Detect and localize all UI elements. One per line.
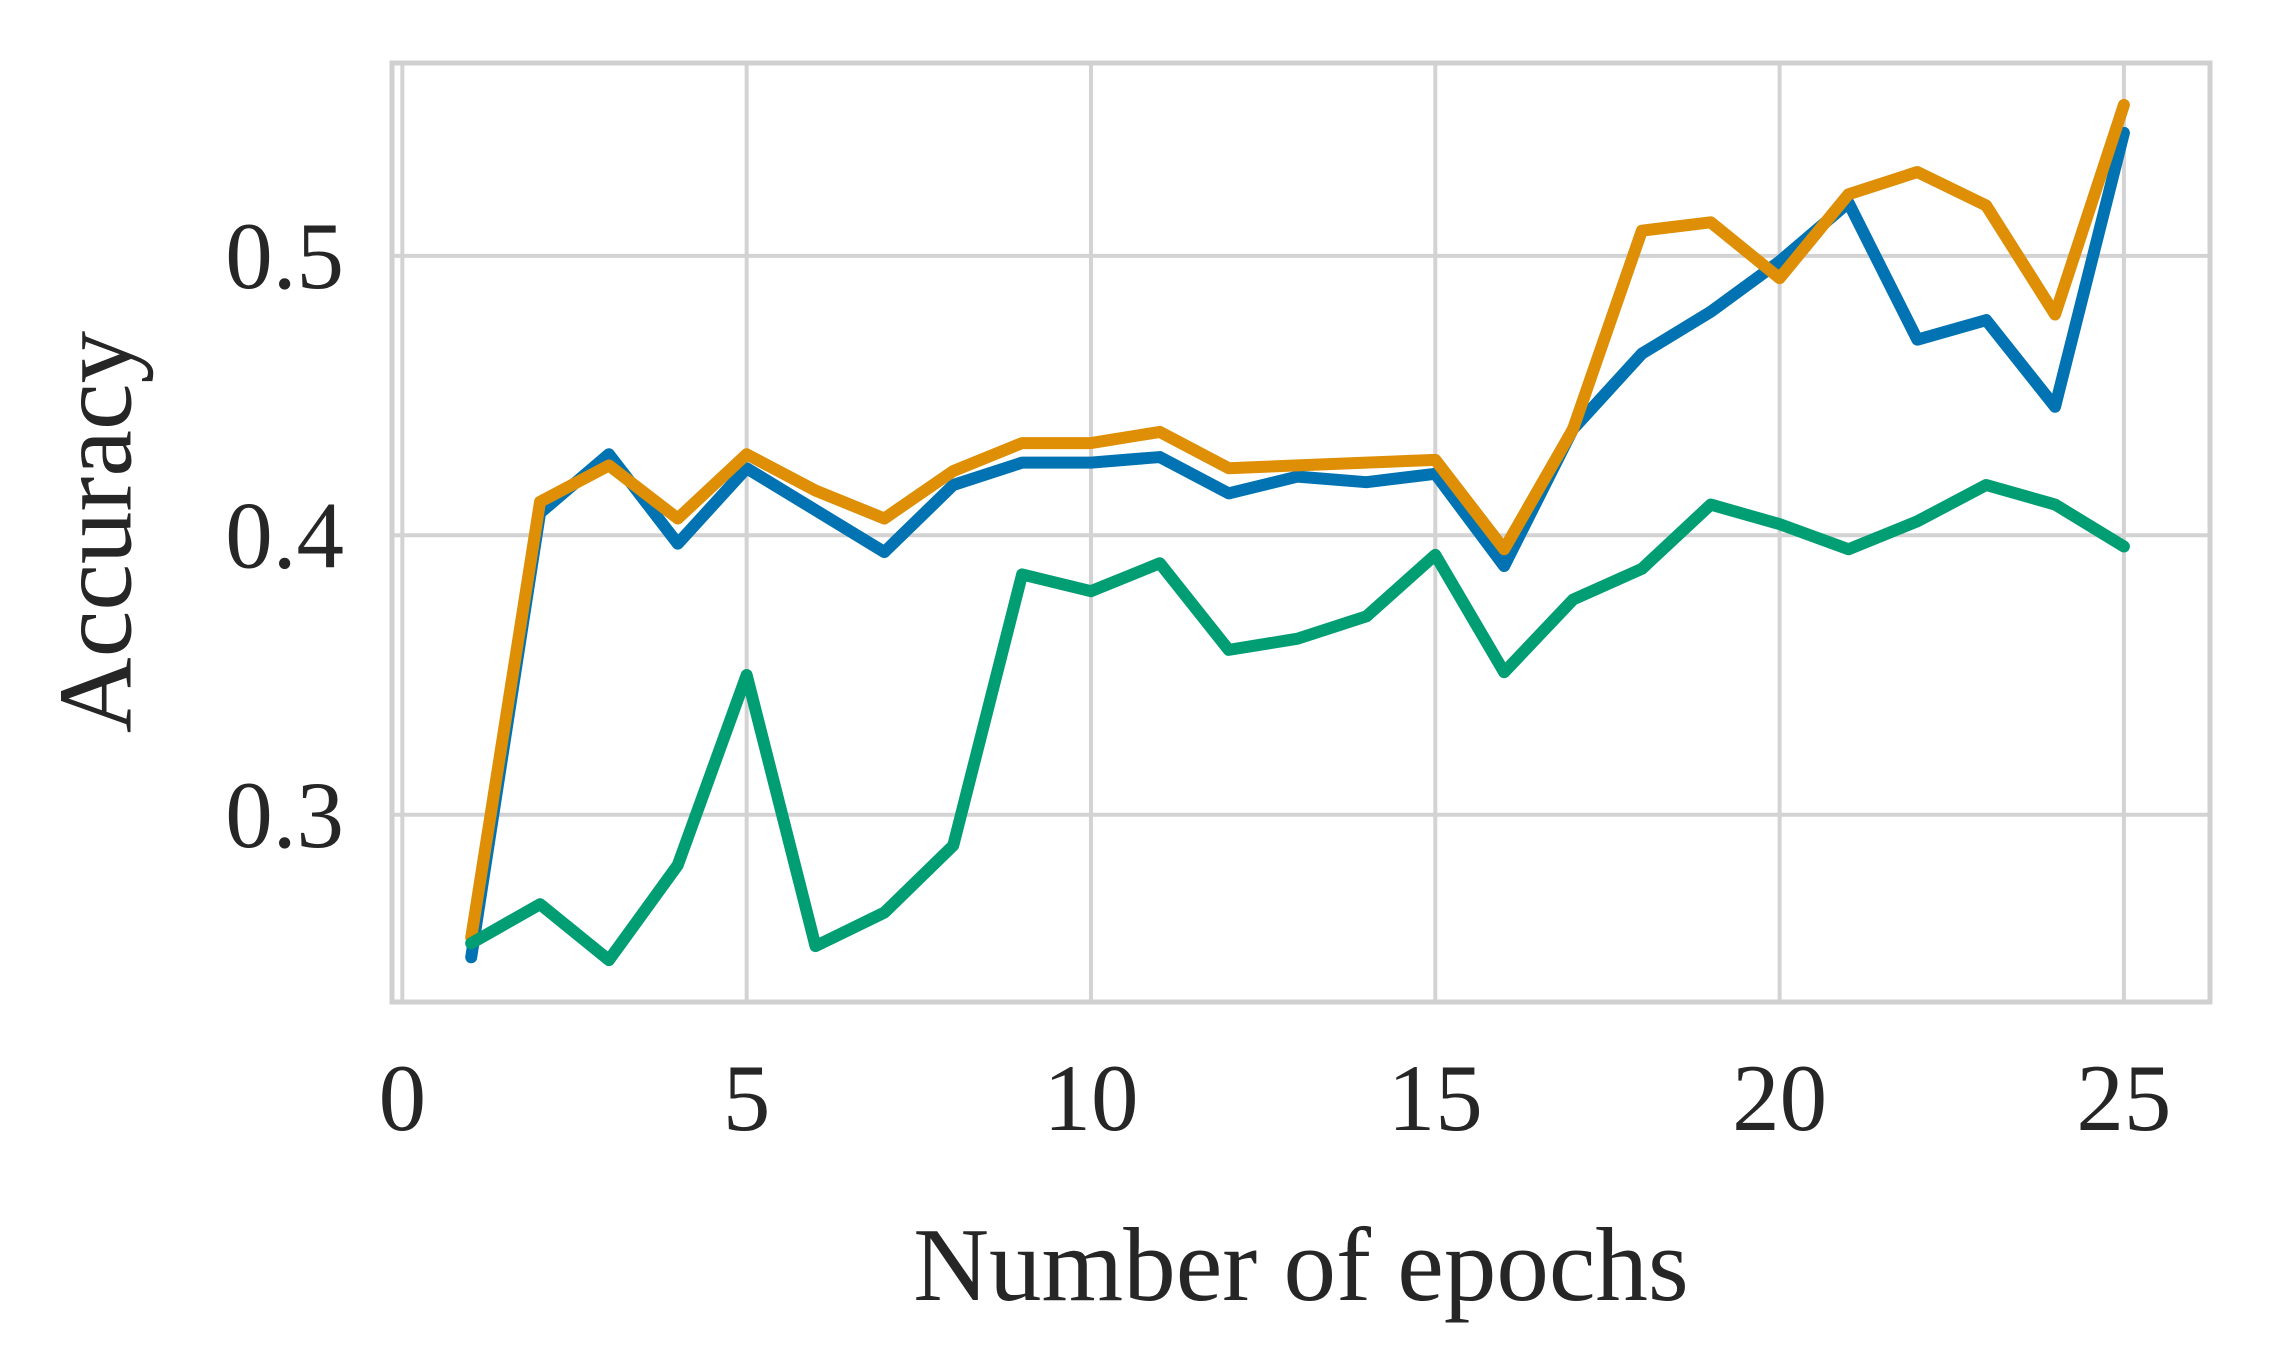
plot-border <box>389 60 2213 1005</box>
x-tick-label: 25 <box>2076 1045 2171 1151</box>
x-tick-label: 5 <box>723 1045 771 1151</box>
series-orange <box>465 98 2130 944</box>
y-tick-label: 0.4 <box>225 482 344 588</box>
x-tick-label: 15 <box>1388 1045 1483 1151</box>
x-tick-label: 20 <box>1732 1045 1827 1151</box>
plot-area: 0 5 10 15 20 25 0.3 0.4 0.5 <box>225 60 2213 1151</box>
x-tick-label: 0 <box>379 1045 427 1151</box>
x-axis-label: Number of epochs <box>913 1206 1689 1323</box>
x-tick-label: 10 <box>1043 1045 1138 1151</box>
y-tick-label: 0.5 <box>225 203 344 309</box>
series-green <box>465 478 2130 967</box>
y-axis-label: Accuracy <box>37 330 154 733</box>
y-tick-label: 0.3 <box>225 762 344 868</box>
